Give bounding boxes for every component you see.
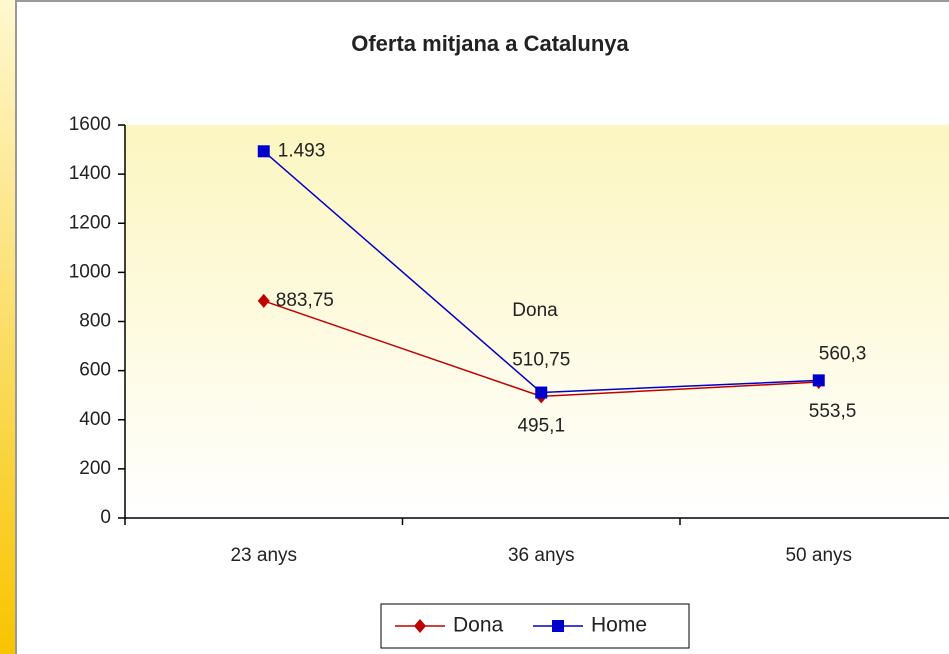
chart-title: Oferta mitjana a Catalunya bbox=[351, 31, 629, 56]
data-label: 510,75 bbox=[512, 350, 570, 371]
marker bbox=[414, 619, 426, 633]
marker bbox=[812, 374, 825, 387]
marker bbox=[552, 620, 564, 632]
y-tick-label: 1200 bbox=[69, 212, 111, 233]
y-tick-label: 400 bbox=[79, 409, 111, 430]
data-label: 560,3 bbox=[819, 343, 867, 364]
x-tick-label: 50 anys bbox=[785, 545, 852, 566]
y-tick-label: 1600 bbox=[69, 114, 111, 135]
x-tick-label: 23 anys bbox=[230, 545, 297, 566]
marker bbox=[257, 145, 270, 158]
legend-label: Dona bbox=[453, 614, 504, 637]
y-tick-label: 1400 bbox=[69, 163, 111, 184]
y-tick-label: 600 bbox=[79, 360, 111, 381]
marker bbox=[535, 386, 548, 399]
y-tick-label: 0 bbox=[100, 507, 111, 528]
data-label: 883,75 bbox=[276, 290, 334, 311]
legend-label: Home bbox=[591, 614, 647, 637]
data-label: 495,1 bbox=[517, 415, 565, 436]
data-label: 1.493 bbox=[278, 140, 326, 161]
y-tick-label: 800 bbox=[79, 311, 111, 332]
y-tick-label: 200 bbox=[79, 458, 111, 479]
y-tick-label: 1000 bbox=[69, 261, 111, 282]
plot-area bbox=[125, 125, 949, 518]
annotation: Dona bbox=[512, 300, 558, 321]
data-label: 553,5 bbox=[809, 401, 857, 422]
x-tick-label: 36 anys bbox=[508, 545, 575, 566]
side-strip bbox=[0, 0, 16, 654]
marker bbox=[257, 293, 270, 308]
